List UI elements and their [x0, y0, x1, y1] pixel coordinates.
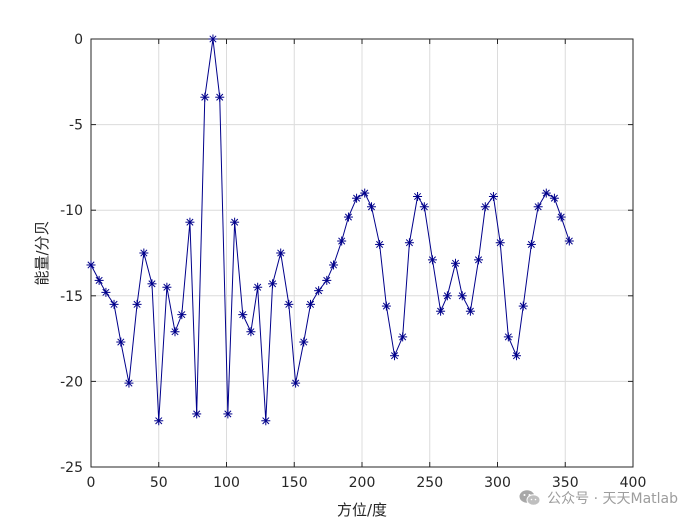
data-point	[170, 327, 180, 337]
data-point	[549, 193, 559, 203]
data-point	[541, 188, 551, 198]
data-point	[299, 337, 309, 347]
data-point	[436, 306, 446, 316]
y-tick-label: -10	[60, 203, 83, 219]
x-tick-label: 50	[150, 475, 168, 491]
data-point	[322, 275, 332, 285]
data-point	[352, 193, 362, 203]
data-point	[230, 217, 240, 227]
data-point	[465, 306, 475, 316]
data-point	[291, 378, 301, 388]
data-point	[154, 416, 164, 426]
data-point	[526, 239, 536, 249]
data-point	[109, 299, 119, 309]
y-tick-label: -25	[60, 460, 83, 476]
data-point	[215, 92, 225, 102]
data-point	[404, 238, 414, 248]
watermark-text: 公众号 · 天天Matlab	[547, 491, 678, 507]
data-point	[503, 332, 513, 342]
data-point	[390, 351, 400, 361]
data-point	[162, 282, 172, 292]
data-point	[276, 248, 286, 258]
y-tick-label: -5	[69, 118, 83, 134]
watermark: 公众号 · 天天Matlab	[519, 488, 678, 508]
data-point	[139, 248, 149, 258]
data-point	[413, 192, 423, 202]
data-point	[518, 301, 528, 311]
data-point	[185, 217, 195, 227]
data-point	[101, 287, 111, 297]
data-point	[94, 275, 104, 285]
wechat-icon	[519, 490, 541, 506]
y-tick-label: -20	[60, 374, 83, 390]
data-point	[488, 192, 498, 202]
data-point	[381, 301, 391, 311]
x-tick-label: 150	[281, 475, 308, 491]
data-point	[375, 239, 385, 249]
x-axis-label: 方位/度	[337, 501, 387, 519]
data-point	[268, 279, 278, 289]
data-point	[511, 351, 521, 361]
data-point	[200, 92, 210, 102]
data-point	[398, 332, 408, 342]
data-point	[343, 212, 353, 222]
x-tick-label: 250	[416, 475, 443, 491]
data-point	[116, 337, 126, 347]
x-tick-label: 300	[484, 475, 511, 491]
data-point	[337, 236, 347, 246]
data-point	[360, 188, 370, 198]
data-point	[246, 327, 256, 337]
x-tick-label: 100	[213, 475, 240, 491]
axis-ticks: 0 50 100 150 200 250 300 350 400 0 -5 -10 -15 -20 -25	[60, 32, 646, 491]
data-point	[495, 238, 505, 248]
data-point	[419, 202, 429, 212]
data-point	[147, 279, 157, 289]
data-point	[457, 291, 467, 301]
data-point	[124, 378, 134, 388]
data-point	[284, 299, 294, 309]
data-point	[306, 299, 316, 309]
x-tick-label: 400	[620, 475, 647, 491]
data-point	[314, 286, 324, 296]
x-tick-label: 200	[349, 475, 376, 491]
data-point	[533, 202, 543, 212]
data-point	[208, 34, 218, 44]
data-point	[192, 409, 202, 419]
series-line	[90, 38, 570, 421]
series-layer	[86, 34, 574, 426]
x-tick-label: 350	[552, 475, 579, 491]
grid-lines	[90, 38, 634, 468]
y-tick-label: -15	[60, 289, 83, 305]
data-point	[132, 299, 142, 309]
data-point	[329, 260, 339, 270]
y-tick-label: 0	[74, 32, 83, 48]
data-point	[427, 255, 437, 265]
data-point	[177, 310, 187, 320]
data-point	[366, 202, 376, 212]
data-point	[442, 291, 452, 301]
data-point	[223, 409, 233, 419]
data-point	[253, 282, 263, 292]
data-point	[474, 255, 484, 265]
x-tick-label: 0	[87, 475, 96, 491]
y-axis-label: 能量/分贝	[33, 220, 51, 285]
data-point	[86, 260, 96, 270]
data-point	[564, 236, 574, 246]
data-point	[556, 212, 566, 222]
data-point	[238, 310, 248, 320]
data-point	[450, 258, 460, 268]
data-point	[480, 202, 490, 212]
data-point	[261, 416, 271, 426]
